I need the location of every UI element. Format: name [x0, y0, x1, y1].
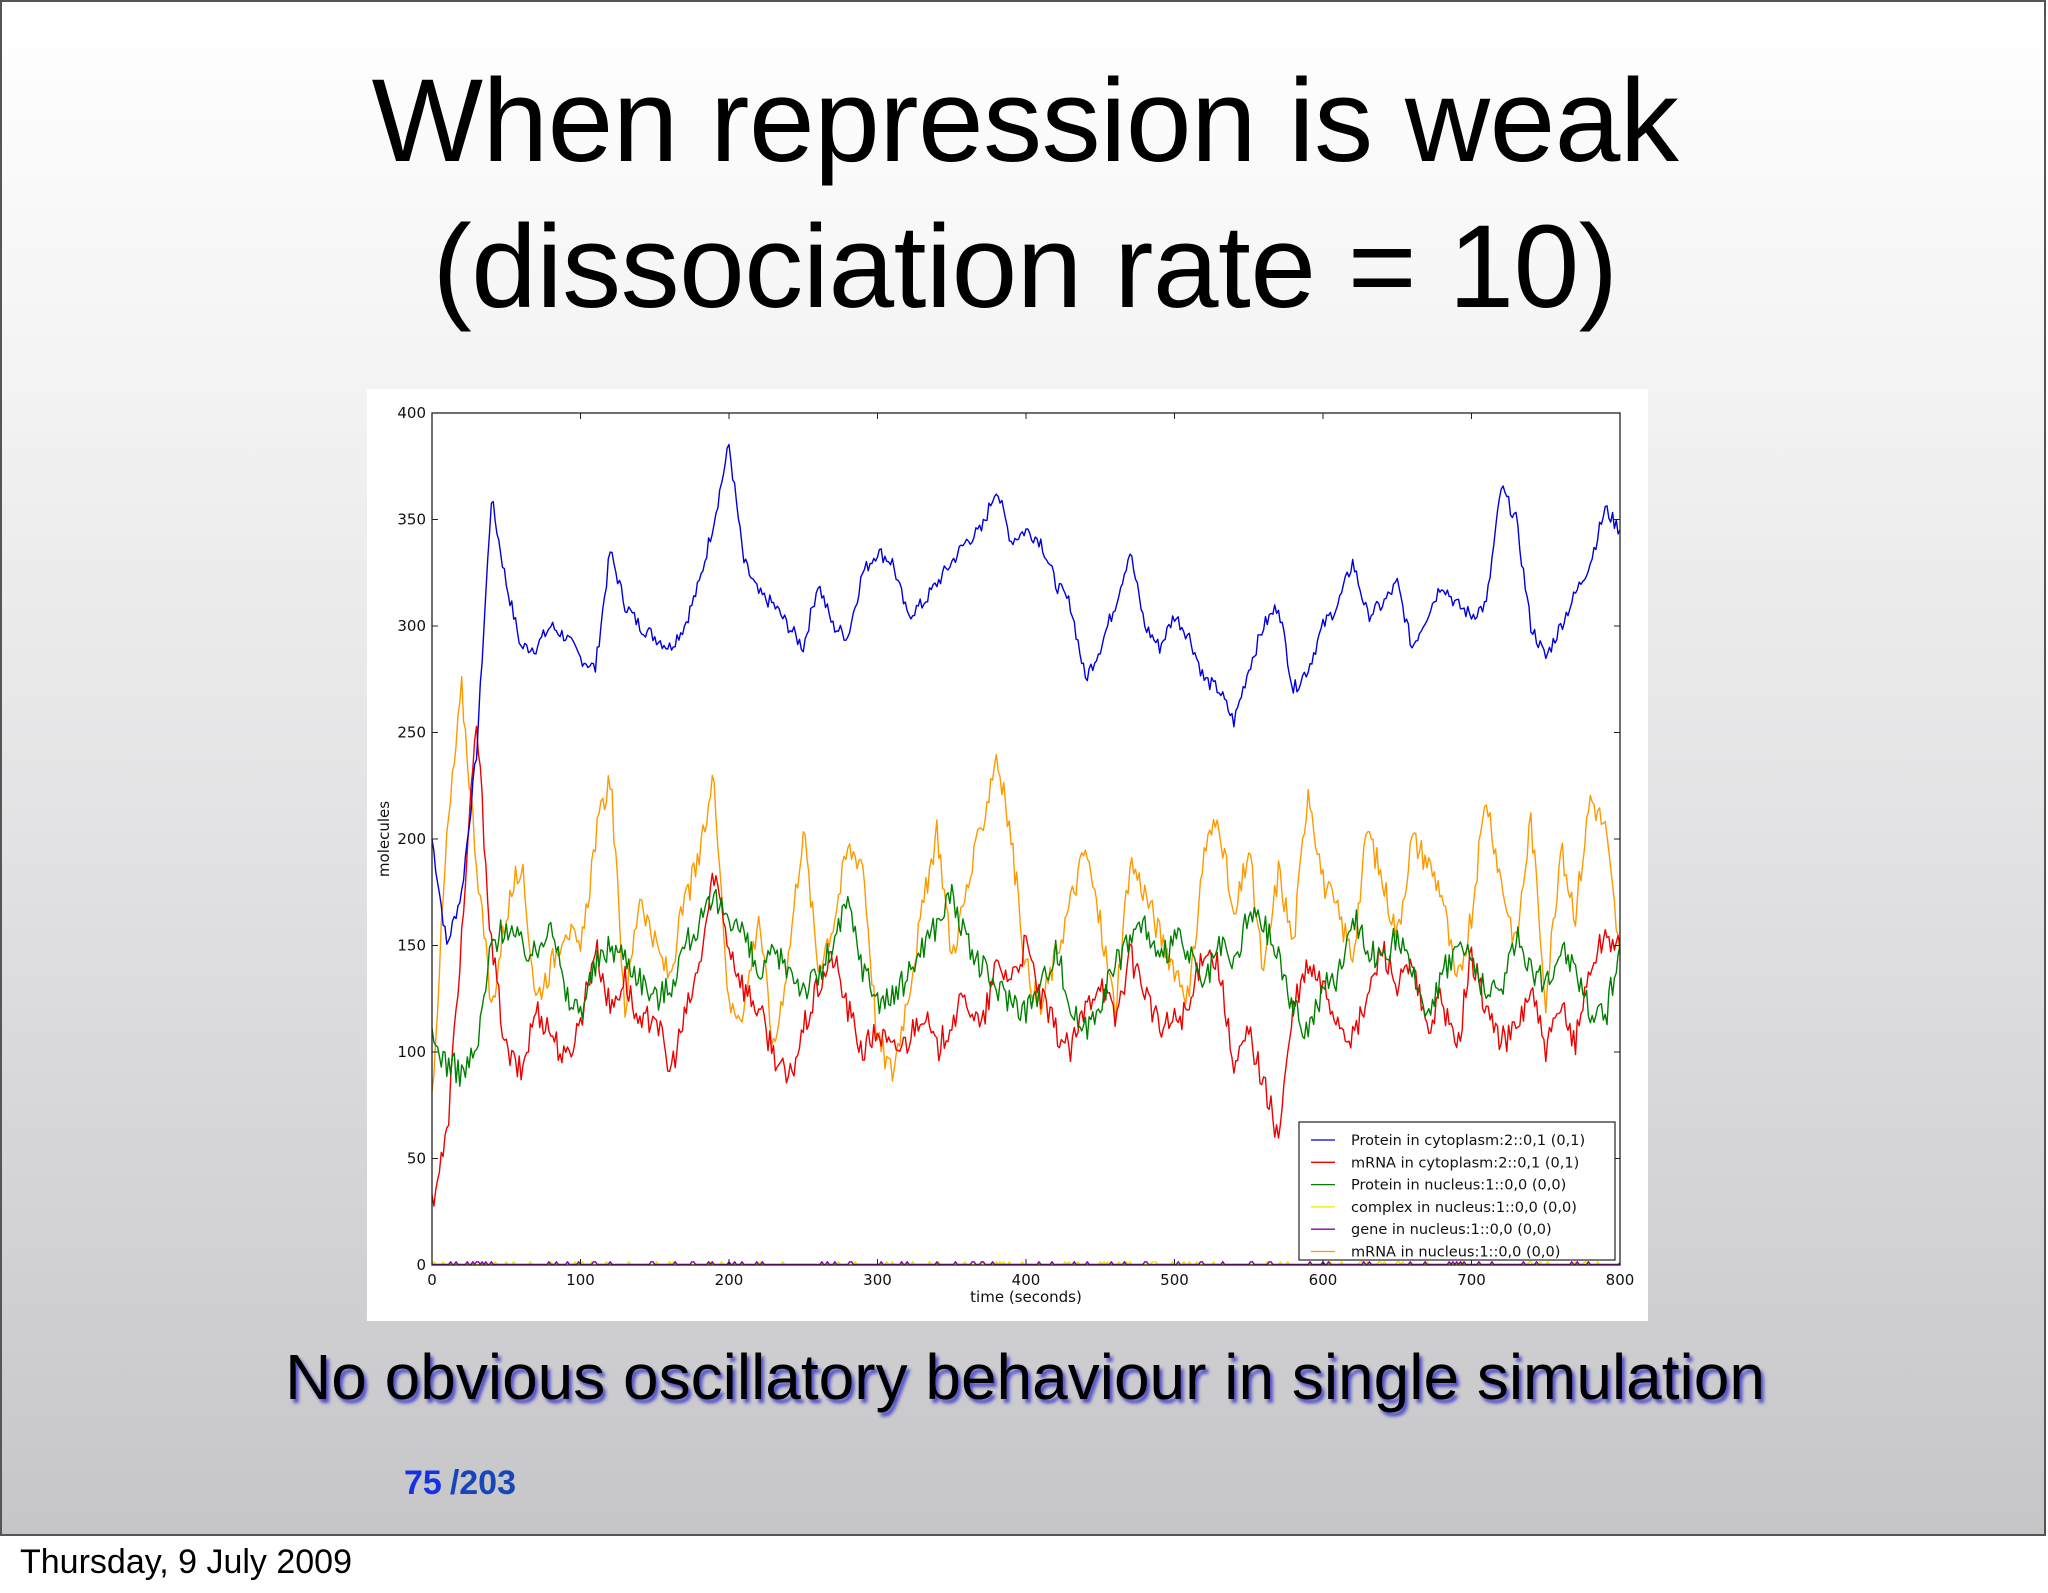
page-counter: 75/203: [404, 1464, 516, 1503]
y-tick-label: 350: [397, 511, 426, 529]
x-tick-label: 100: [566, 1271, 595, 1289]
chart-legend: Protein in cytoplasm:2::0,1 (0,1)mRNA in…: [1298, 1121, 1616, 1261]
x-tick-label: 300: [863, 1271, 892, 1289]
slide-title-line-1: When repression is weak: [371, 55, 1679, 187]
series-line: [431, 443, 1621, 945]
x-tick-label: 800: [1606, 1271, 1635, 1289]
x-tick-label: 700: [1457, 1271, 1486, 1289]
axis-ticks: 0 100 200 300 400 500 600 700 800 0 50 100 150 200 250…: [397, 404, 1634, 1289]
slide-title-line-2: (dissociation rate = 10): [432, 201, 1619, 333]
x-tick-label: 600: [1309, 1271, 1338, 1289]
x-axis-label: time (seconds): [970, 1288, 1082, 1306]
x-tick-label: 0: [427, 1271, 437, 1289]
legend-label: mRNA in nucleus:1::0,0 (0,0): [1351, 1245, 1560, 1261]
legend-label: Protein in cytoplasm:2::0,1 (0,1): [1351, 1133, 1585, 1149]
y-tick-label: 150: [397, 937, 426, 955]
y-tick-label: 300: [397, 617, 426, 635]
y-tick-label: 250: [397, 724, 426, 742]
slide: When repression is weak (dissociation ra…: [0, 0, 2046, 1536]
legend-label: mRNA in cytoplasm:2::0,1 (0,1): [1351, 1155, 1579, 1171]
x-tick-label: 500: [1160, 1271, 1189, 1289]
legend-label: Protein in nucleus:1::0,0 (0,0): [1351, 1178, 1566, 1194]
simulation-chart: 0 100 200 300 400 500 600 700 800 0 50 100 150 200 250…: [367, 389, 1648, 1321]
series-line: [431, 676, 1621, 1092]
y-tick-label: 50: [407, 1150, 426, 1168]
page-current: 75: [404, 1464, 442, 1502]
x-tick-label: 200: [715, 1271, 744, 1289]
y-tick-label: 400: [397, 404, 426, 422]
x-tick-label: 400: [1012, 1271, 1041, 1289]
legend-label: gene in nucleus:1::0,0 (0,0): [1351, 1222, 1552, 1238]
legend-box: [1298, 1121, 1616, 1261]
y-tick-label: 200: [397, 830, 426, 848]
series-line: [431, 883, 1621, 1087]
footer-date: Thursday, 9 July 2009: [20, 1543, 352, 1581]
series-line: [431, 725, 1621, 1207]
y-axis-label: molecules: [375, 801, 393, 877]
legend-label: complex in nucleus:1::0,0 (0,0): [1351, 1200, 1577, 1216]
page-total: /203: [449, 1464, 517, 1502]
y-tick-label: 100: [397, 1043, 426, 1061]
y-tick-label: 0: [416, 1256, 426, 1274]
slide-caption: No obvious oscillatory behaviour in sing…: [285, 1341, 1765, 1413]
